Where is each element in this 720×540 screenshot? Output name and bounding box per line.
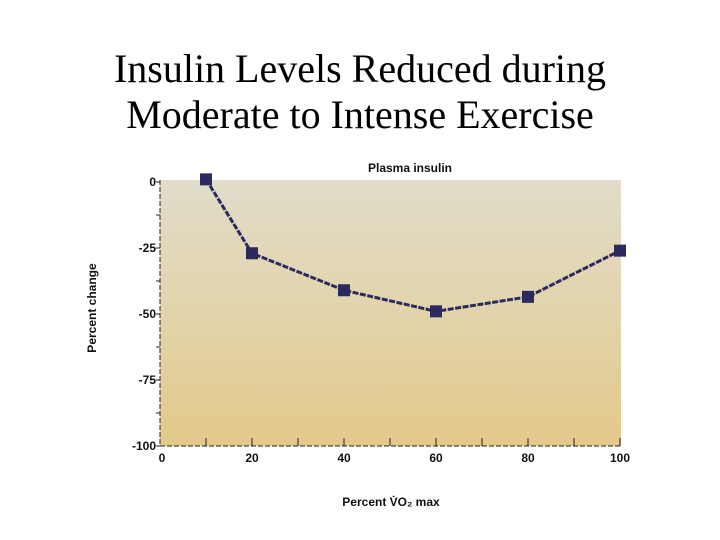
x-tick-label: 80 [521, 451, 535, 465]
data-point-marker [338, 284, 350, 297]
x-tick-label: 40 [337, 451, 351, 465]
slide-title: Insulin Levels Reduced during Moderate t… [0, 46, 720, 138]
y-axis-label: Percent change [85, 263, 99, 353]
series-line [204, 178, 621, 313]
data-point-marker [200, 173, 212, 186]
x-tick-label: 0 [159, 451, 166, 465]
data-point-marker [522, 290, 534, 303]
y-tick-label: 0 [149, 175, 156, 189]
data-point-marker [246, 247, 258, 260]
y-tick-label: -50 [139, 307, 157, 321]
x-axis-label: Percent V̇O₂ max [342, 494, 440, 509]
title-line-2: Moderate to Intense Exercise [126, 92, 594, 137]
data-point-marker [430, 305, 442, 318]
x-tick-label: 20 [245, 451, 259, 465]
y-tick-label: -75 [139, 373, 157, 387]
title-line-1: Insulin Levels Reduced during [113, 46, 607, 91]
y-tick-label: -25 [139, 241, 157, 255]
data-point-marker [614, 244, 626, 257]
x-tick-label: 60 [429, 451, 443, 465]
plot-area [160, 180, 621, 446]
x-tick-label: 100 [610, 451, 630, 465]
y-tick-label: -100 [132, 439, 156, 453]
chart-title: Plasma insulin [368, 161, 452, 175]
